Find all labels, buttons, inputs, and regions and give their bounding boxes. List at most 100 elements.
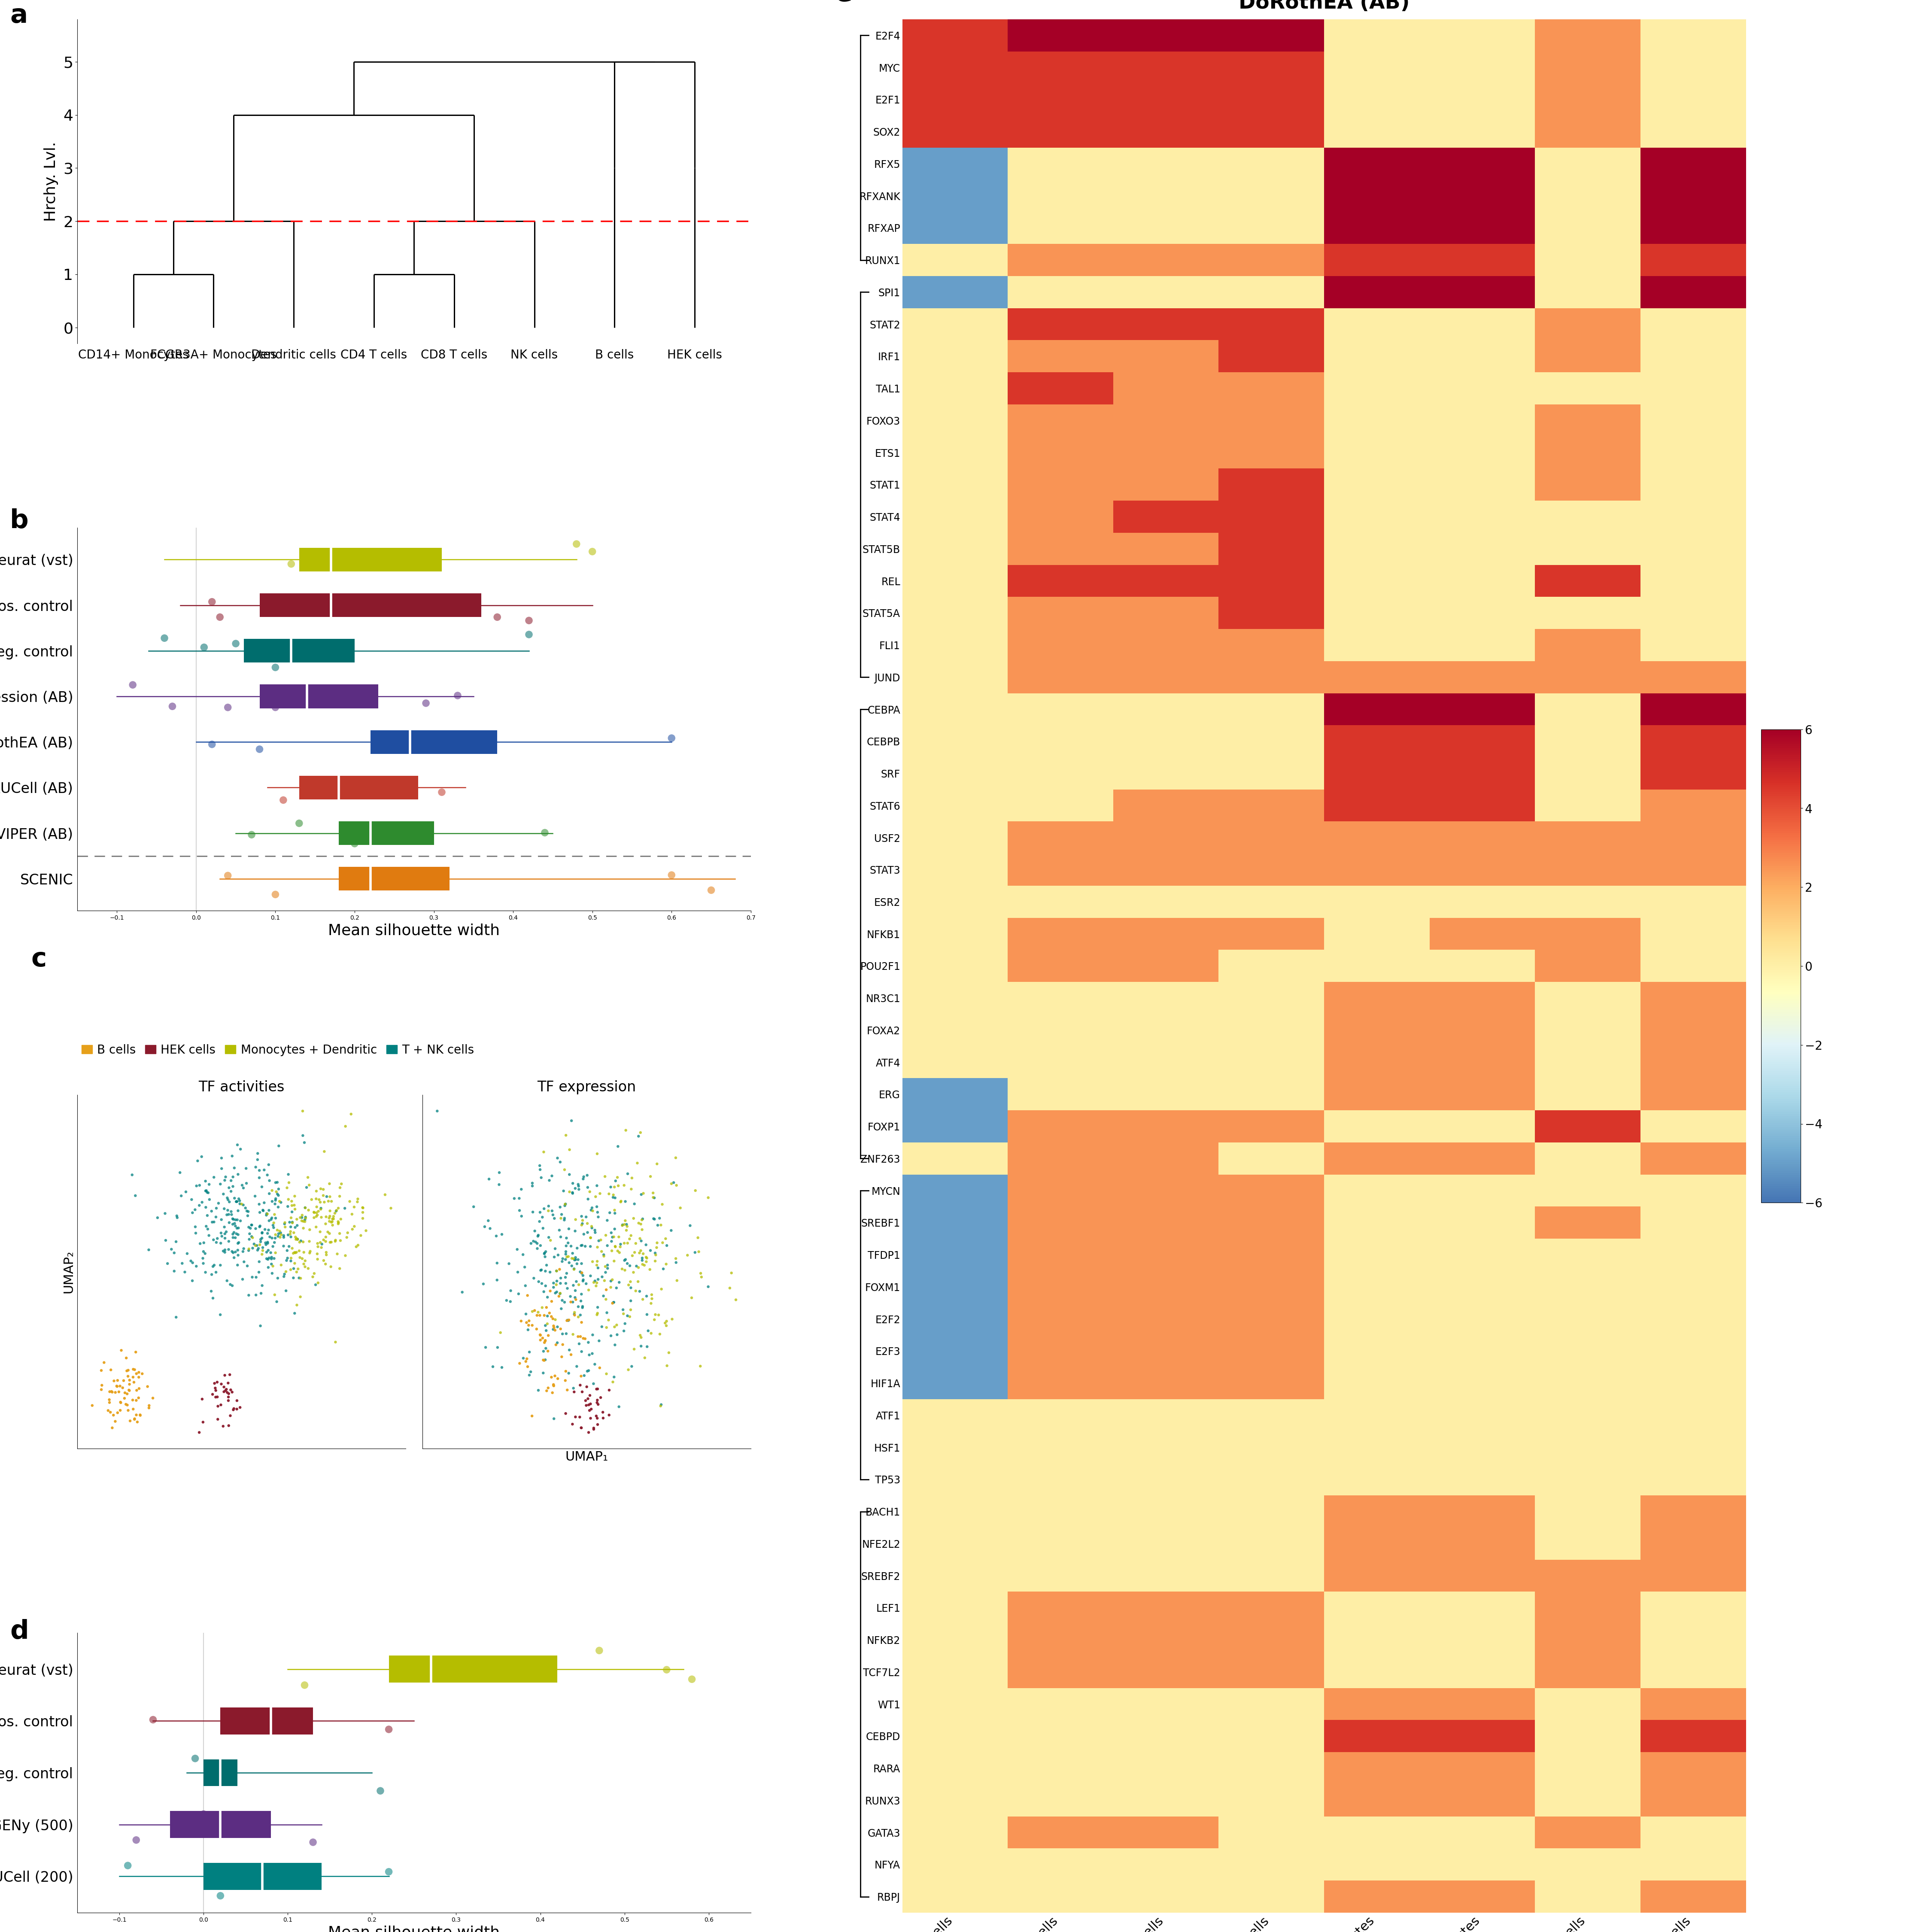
Point (323, 1238, 354, 1269)
Point (529, 1345, 560, 1376)
Point (211, 1374, 242, 1405)
Point (626, 1225, 657, 1256)
Point (551, 1356, 582, 1387)
Point (539, 1360, 570, 1391)
Point (694, 1271, 724, 1302)
Point (576, 1213, 607, 1244)
Point (261, 1182, 292, 1213)
Point (645, 1389, 676, 1420)
Point (251, 1200, 282, 1231)
Point (576, 1194, 607, 1225)
Point (680, 1236, 711, 1267)
Point (541, 1277, 572, 1308)
Point (560, 1265, 591, 1296)
Point (529, 1325, 560, 1356)
Point (315, 1227, 346, 1258)
Point (539, 1267, 570, 1298)
Point (284, 1227, 315, 1258)
Point (102, 1364, 133, 1395)
Point (216, 1236, 247, 1267)
Point (263, 1215, 294, 1246)
Point (483, 1331, 514, 1362)
Point (315, 1252, 346, 1283)
Point (582, 1374, 612, 1405)
Point (529, 1325, 560, 1356)
FancyBboxPatch shape (259, 684, 379, 709)
Point (197, 1252, 228, 1283)
Point (301, 1244, 332, 1275)
Point (102, 1372, 133, 1403)
Point (251, 1229, 282, 1260)
Point (205, 1250, 236, 1281)
Point (284, 1262, 315, 1293)
Point (213, 1235, 243, 1265)
Point (290, 1204, 321, 1235)
Point (580, 1265, 611, 1296)
Point (232, 1250, 263, 1281)
Point (609, 1254, 639, 1285)
Point (587, 1281, 618, 1312)
Point (191, 1200, 222, 1231)
Point (547, 1341, 578, 1372)
Point (261, 651, 292, 682)
Point (574, 1379, 605, 1410)
Point (537, 1196, 568, 1227)
Point (524, 1150, 554, 1180)
Text: d: d (10, 1619, 29, 1644)
Point (599, 1287, 630, 1318)
Point (189, 1175, 220, 1206)
Point (170, 1256, 201, 1287)
Point (593, 1179, 624, 1209)
Point (282, 1256, 313, 1287)
Point (315, 1202, 346, 1233)
Point (524, 1376, 554, 1406)
Point (213, 1368, 243, 1399)
Point (514, 1337, 545, 1368)
Point (537, 1378, 568, 1408)
Point (549, 1204, 580, 1235)
Point (599, 1182, 630, 1213)
Point (180, 1194, 211, 1225)
Point (582, 1192, 612, 1223)
Point (270, 1211, 301, 1242)
Point (564, 1256, 595, 1287)
Point (253, 1194, 284, 1225)
Point (303, 1196, 334, 1227)
Point (665, 1192, 696, 1223)
Point (149, 1198, 180, 1229)
Point (288, 1227, 319, 1258)
Point (543, 1312, 574, 1343)
Point (551, 1262, 582, 1293)
Point (214, 1360, 245, 1391)
Point (230, 1153, 261, 1184)
Point (589, 1161, 620, 1192)
Point (255, 1244, 286, 1275)
Point (182, 1171, 213, 1202)
Point (545, 1192, 576, 1223)
Point (282, 1254, 313, 1285)
Point (549, 1204, 580, 1235)
Point (527, 1358, 558, 1389)
Point (290, 1126, 321, 1157)
FancyBboxPatch shape (203, 1862, 321, 1889)
Point (243, 734, 274, 765)
Point (626, 1331, 657, 1362)
Point (259, 1200, 290, 1231)
Point (280, 1225, 311, 1256)
Point (597, 1227, 628, 1258)
Point (618, 1258, 649, 1289)
Point (645, 1273, 676, 1304)
Point (253, 1150, 284, 1180)
Point (632, 1281, 663, 1312)
Point (574, 1327, 605, 1358)
Point (218, 1393, 249, 1424)
Point (585, 1236, 616, 1267)
Point (545, 1279, 576, 1310)
Point (632, 1242, 663, 1273)
Point (114, 1376, 145, 1406)
Point (261, 1184, 292, 1215)
Point (336, 1213, 367, 1244)
Point (245, 1310, 276, 1341)
Point (560, 1244, 591, 1275)
Point (558, 1242, 589, 1273)
